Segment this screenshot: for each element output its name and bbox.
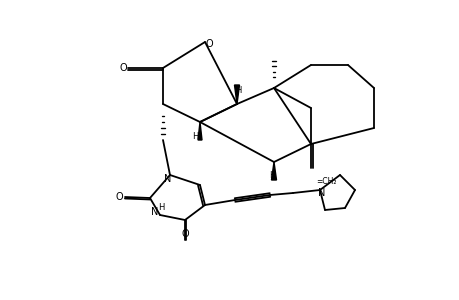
Text: H: H [157,202,164,211]
Text: N: N [164,174,171,184]
Text: O: O [119,63,127,73]
Text: H: H [234,85,241,94]
Text: N: N [318,188,325,198]
Text: O: O [181,229,188,239]
Polygon shape [234,85,239,104]
Polygon shape [197,122,202,140]
Text: H: H [268,170,274,179]
Text: N: N [151,207,158,217]
Polygon shape [271,162,276,180]
Text: =CH₂: =CH₂ [315,176,336,185]
Text: O: O [205,39,213,49]
Text: O: O [115,192,123,202]
Text: H: H [191,131,198,140]
